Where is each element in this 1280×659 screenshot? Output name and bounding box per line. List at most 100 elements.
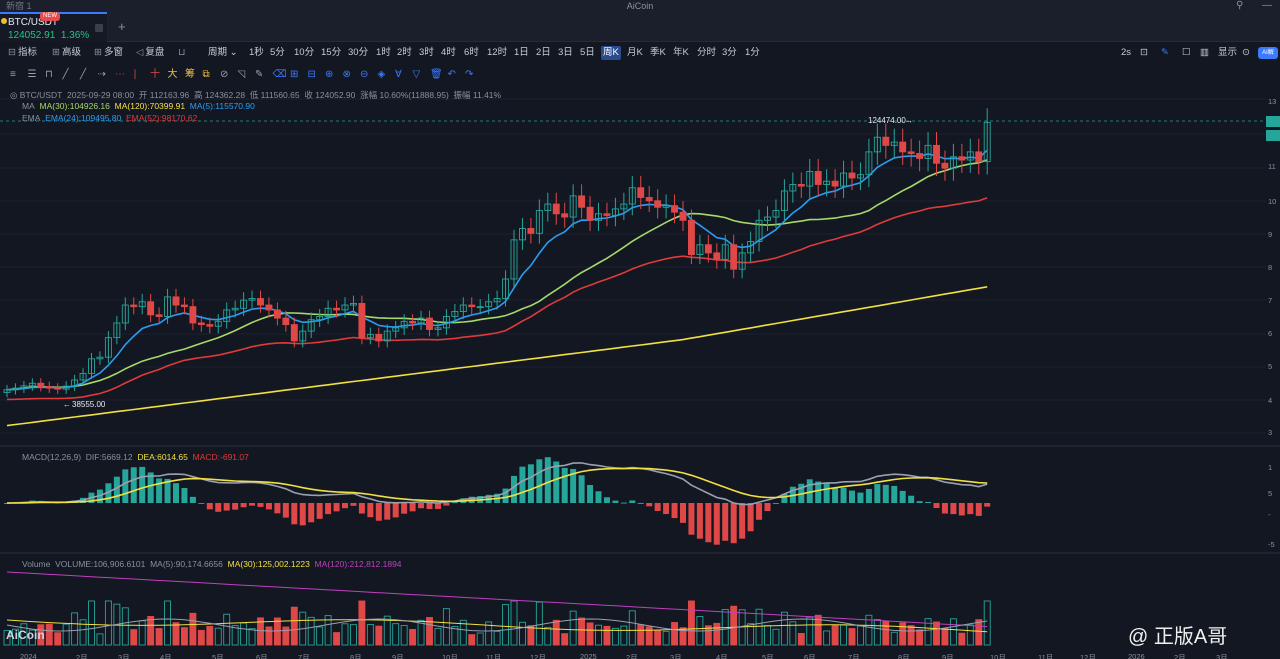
draw-tool-4[interactable]: ╱ xyxy=(80,69,87,80)
chart-canvas[interactable]: 124474.00 → ← 38555.00 xyxy=(0,84,1280,659)
replay-button[interactable]: ◁ 复盘 xyxy=(136,47,165,58)
high-annotation: 124474.00 xyxy=(868,116,906,125)
indicator-lines xyxy=(6,149,988,633)
interval-18[interactable]: 年K xyxy=(673,47,689,58)
draw-tool-26[interactable]: ↷ xyxy=(465,69,474,80)
interval-12[interactable]: 2日 xyxy=(536,47,551,58)
draw-tool-18[interactable]: ⊕ xyxy=(325,69,334,80)
draw-tool-19[interactable]: ⊗ xyxy=(342,69,351,80)
candle-body xyxy=(721,244,729,260)
volume-bar xyxy=(307,616,315,646)
interval-11[interactable]: 1日 xyxy=(514,47,529,58)
interval-3[interactable]: 15分 xyxy=(321,47,342,58)
advanced-button[interactable]: ⊞ 高级 xyxy=(52,47,81,58)
interval-6[interactable]: 2时 xyxy=(397,47,412,58)
candle-body xyxy=(561,213,569,218)
refresh-rate[interactable]: 2s xyxy=(1121,47,1132,58)
interval-9[interactable]: 6时 xyxy=(464,47,479,58)
chat-icon[interactable]: ☐ xyxy=(1182,47,1191,58)
macd-bar xyxy=(874,484,881,503)
interval-20[interactable]: 3分 xyxy=(722,47,737,58)
candle-body xyxy=(383,330,391,342)
draw-tool-2[interactable]: ⊓ xyxy=(45,69,53,80)
volume-bar xyxy=(907,625,915,646)
macd-bar xyxy=(713,503,720,545)
interval-14[interactable]: 5日 xyxy=(580,47,595,58)
draw-edit-icon[interactable]: ✎ xyxy=(1161,47,1169,58)
volume-ma5-line xyxy=(6,618,988,632)
ai-button[interactable]: AI解 xyxy=(1258,47,1278,59)
interval-8[interactable]: 4时 xyxy=(441,47,456,58)
volume-bar xyxy=(789,621,797,646)
draw-tool-8[interactable]: 十 xyxy=(150,69,160,80)
draw-tool-24[interactable]: 🗑 xyxy=(430,69,443,80)
draw-tool-5[interactable]: ⇢ xyxy=(97,69,106,80)
close-tab-icon[interactable] xyxy=(95,24,103,32)
draw-tool-0[interactable]: ≡ xyxy=(10,69,16,80)
layout-icon[interactable]: ▥ xyxy=(1200,47,1209,58)
candle-body xyxy=(916,153,924,159)
macd-bar xyxy=(730,503,737,544)
interval-7[interactable]: 3时 xyxy=(419,47,434,58)
candle-body xyxy=(307,319,315,332)
draw-tool-14[interactable]: ✎ xyxy=(255,69,264,80)
interval-1[interactable]: 5分 xyxy=(270,47,285,58)
candle-body xyxy=(240,299,248,309)
interval-4[interactable]: 30分 xyxy=(348,47,369,58)
volume-bar xyxy=(561,633,569,646)
interval-21[interactable]: 1分 xyxy=(745,47,760,58)
draw-tool-10[interactable]: 筹 xyxy=(185,69,195,80)
draw-tool-12[interactable]: ⊘ xyxy=(220,69,229,80)
x-tick-label: 4月 xyxy=(716,653,728,659)
interval-10[interactable]: 12时 xyxy=(487,47,508,58)
draw-tool-13[interactable]: ◹ xyxy=(237,69,246,80)
macd-bar xyxy=(553,461,560,503)
settings-icon[interactable]: ⊙ xyxy=(1242,47,1250,58)
candle-body xyxy=(679,211,687,221)
draw-tool-17[interactable]: ⊟ xyxy=(307,69,316,80)
interval-13[interactable]: 3日 xyxy=(558,47,573,58)
interval-2[interactable]: 10分 xyxy=(294,47,315,58)
draw-tool-7[interactable]: ∣ xyxy=(132,69,138,80)
volume-bar xyxy=(975,619,983,646)
draw-tool-6[interactable]: ⋯ xyxy=(115,69,125,80)
candle-body xyxy=(417,317,425,324)
candle-body xyxy=(54,387,62,390)
draw-tool-11[interactable]: ⧉ xyxy=(202,69,210,80)
interval-19[interactable]: 分时 xyxy=(697,47,717,58)
multi-window-button[interactable]: ⊞ 多窗 xyxy=(94,47,123,58)
volume-bar xyxy=(451,626,459,646)
macd-bar xyxy=(274,503,281,514)
draw-tool-16[interactable]: ⊞ xyxy=(290,69,299,80)
interval-17[interactable]: 季K xyxy=(650,47,666,58)
tab-btc-usdt[interactable]: BTC/USDT NEW 124052.91 1.36% xyxy=(0,12,107,42)
draw-tool-22[interactable]: ∀ xyxy=(395,69,402,80)
macd-bar xyxy=(130,467,137,503)
candle-body xyxy=(442,315,450,329)
chart-type-button[interactable]: ⊔ xyxy=(178,46,187,60)
draw-tool-1[interactable]: ☰ xyxy=(27,69,37,80)
add-tab-button[interactable]: + xyxy=(118,19,126,34)
search-icon[interactable]: ⚲ xyxy=(1236,0,1244,11)
draw-tool-15[interactable]: ⌫ xyxy=(272,69,287,80)
draw-tool-21[interactable]: ◈ xyxy=(377,69,386,80)
display-button[interactable]: 显示 xyxy=(1218,47,1238,58)
interval-0[interactable]: 1秒 xyxy=(249,47,264,58)
draw-tool-25[interactable]: ↶ xyxy=(447,69,456,80)
interval-15[interactable]: 周K xyxy=(601,46,621,60)
draw-tool-20[interactable]: ⊖ xyxy=(360,69,369,80)
minimize-icon[interactable]: — xyxy=(1262,0,1272,11)
volume-bar xyxy=(138,620,146,646)
x-tick-label: 10月 xyxy=(442,653,458,659)
macd-bar xyxy=(561,467,568,503)
draw-tool-3[interactable]: ╱ xyxy=(62,69,69,80)
interval-16[interactable]: 月K xyxy=(627,47,643,58)
period-dropdown[interactable]: 周期 ⌄ xyxy=(208,47,238,58)
indicators-button[interactable]: ⊟ 指标 xyxy=(8,47,37,58)
draw-tool-23[interactable]: ▽ xyxy=(412,69,421,80)
volume-bars xyxy=(3,600,991,646)
draw-tool-9[interactable]: 大 xyxy=(167,69,178,80)
interval-5[interactable]: 1时 xyxy=(376,47,391,58)
legend-toggle-icon[interactable]: ◎ xyxy=(10,90,20,100)
camera-icon[interactable]: ⊡ xyxy=(1140,47,1148,58)
